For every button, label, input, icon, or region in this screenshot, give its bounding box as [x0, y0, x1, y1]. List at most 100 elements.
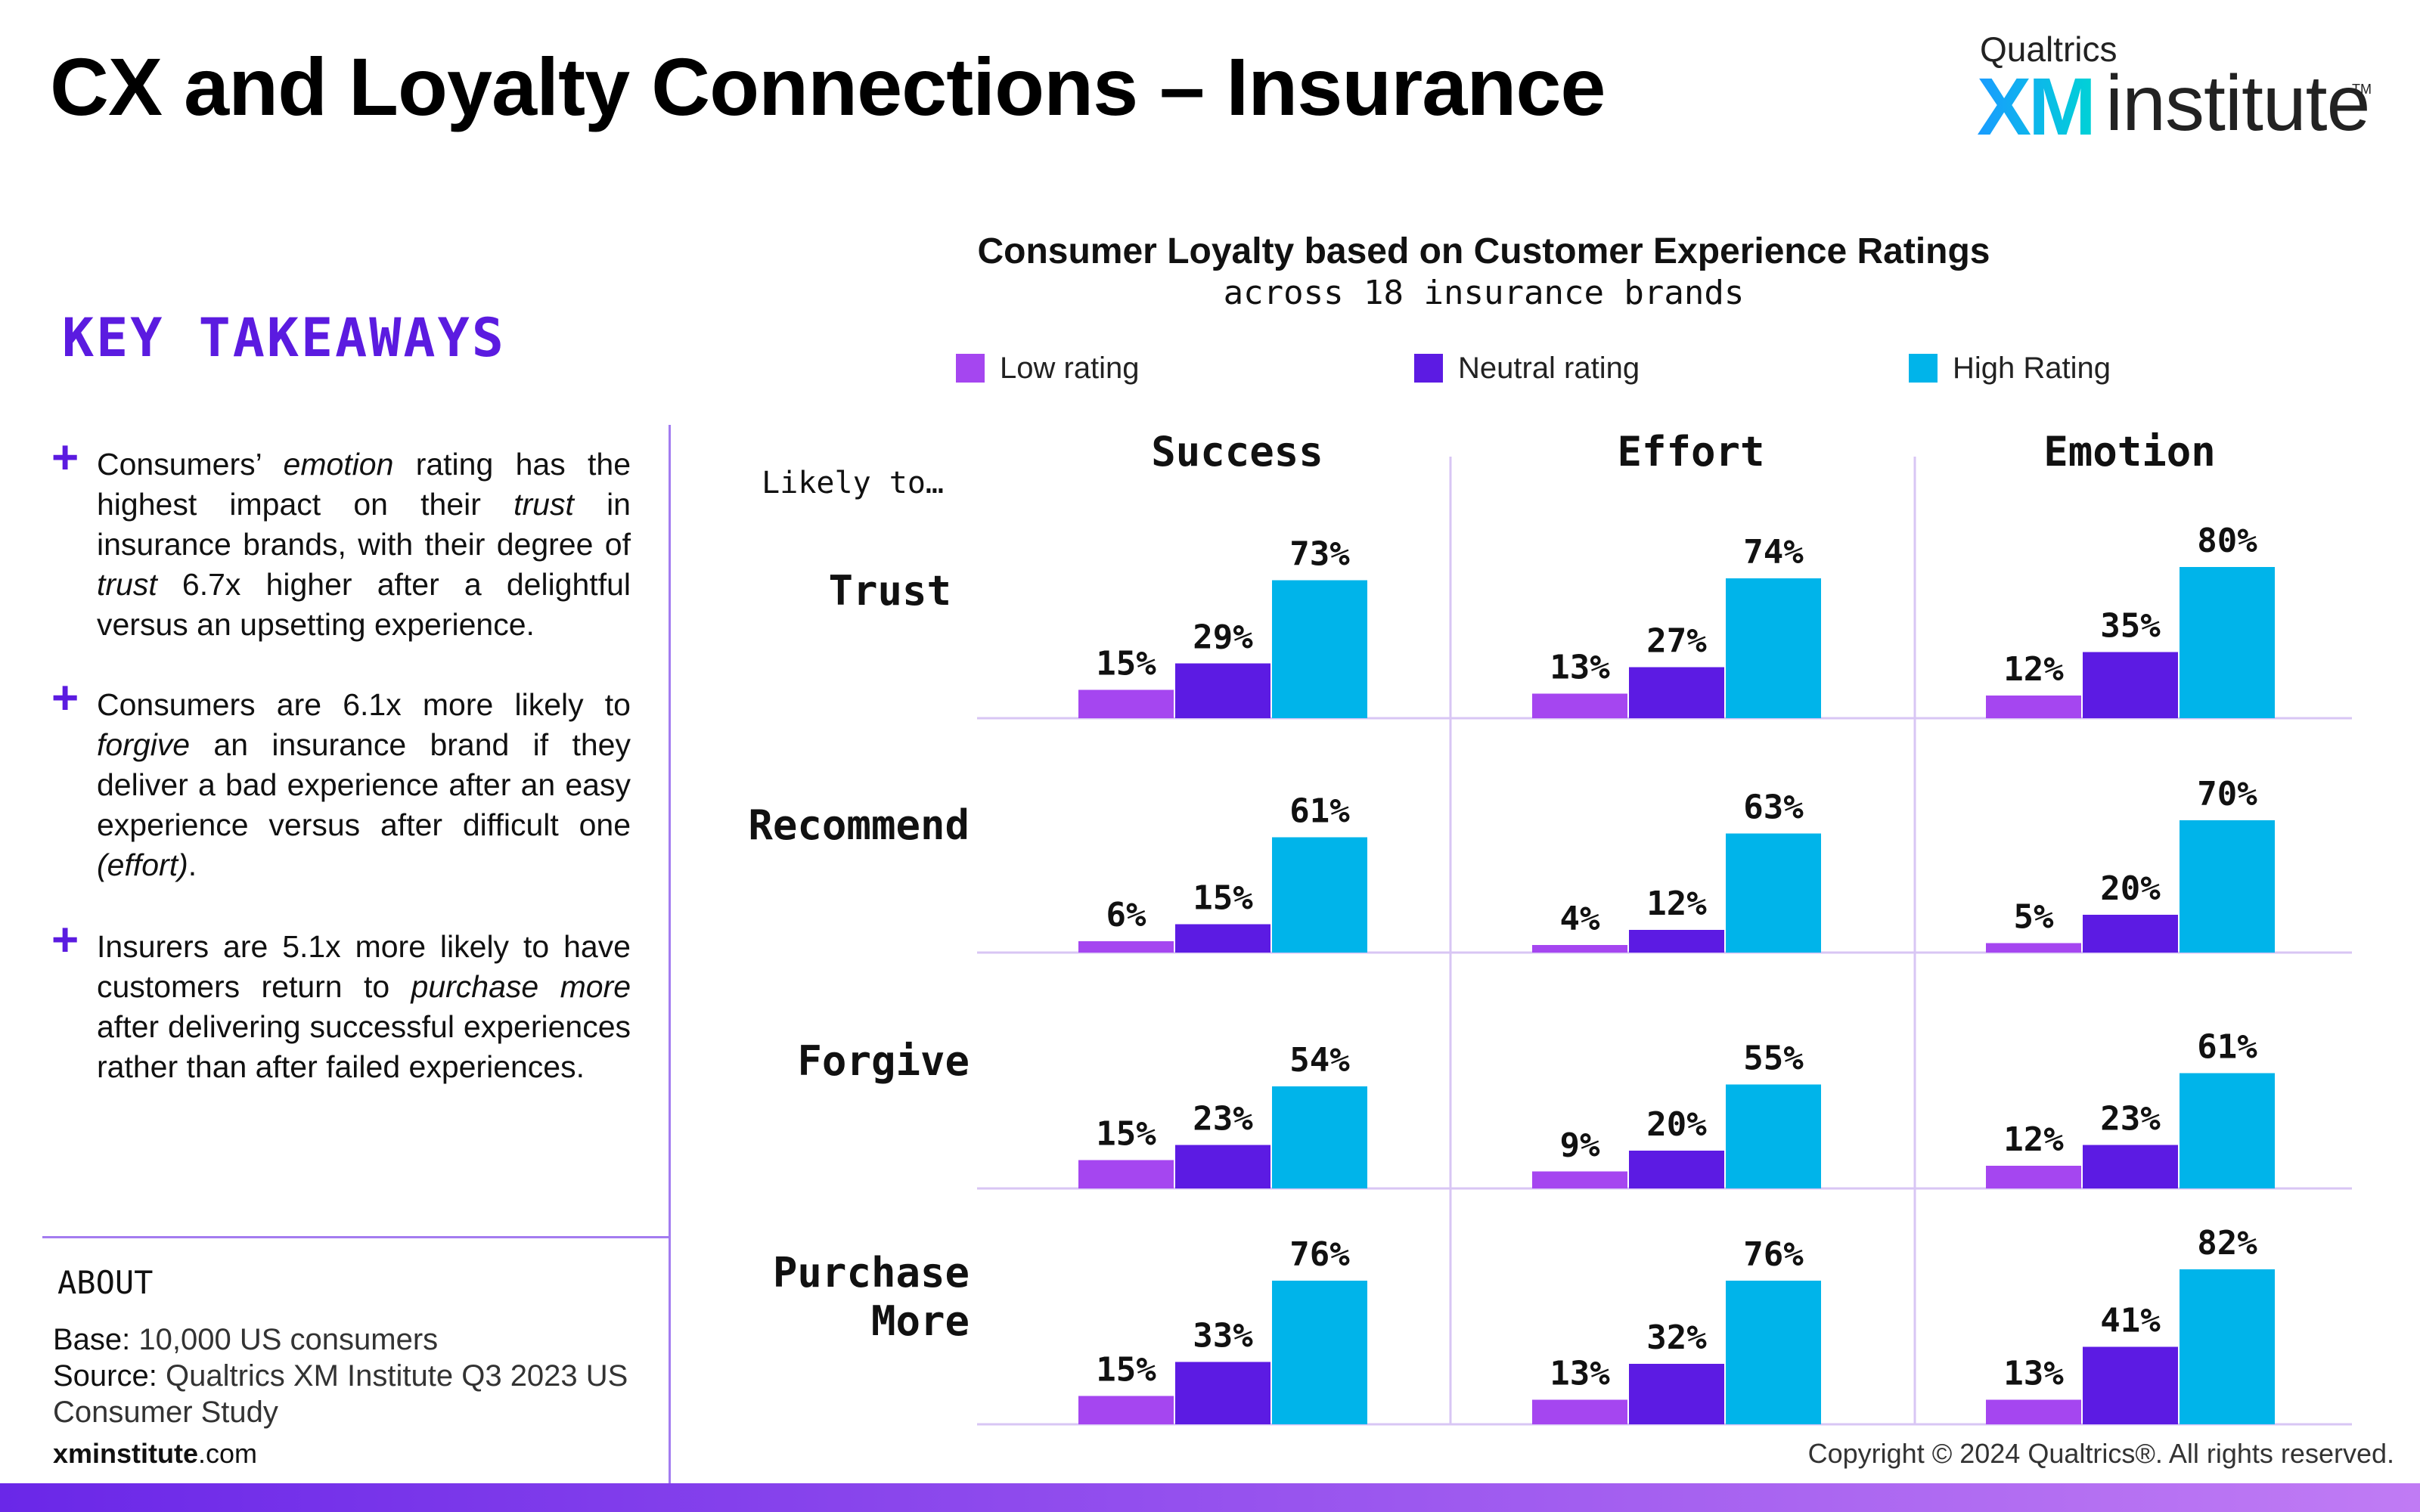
- bar-forgive-emotion-2: [2180, 1073, 2275, 1188]
- bar-purchase-more-emotion-1: [2083, 1346, 2178, 1424]
- row-label-0: Trust: [828, 567, 951, 615]
- bar-value-label: 76%: [1289, 1235, 1350, 1274]
- copyright-notice: Copyright © 2024 Qualtrics®. All rights …: [1807, 1438, 2394, 1469]
- bar-value-label: 27%: [1646, 622, 1707, 661]
- bar-purchase-more-emotion-2: [2180, 1269, 2275, 1424]
- column-header-emotion: Emotion: [2043, 428, 2216, 476]
- takeaway-fragment: Insurers are 5.1x more likely to have cu…: [97, 929, 631, 1004]
- about-heading: ABOUT: [57, 1264, 154, 1301]
- bar-value-label: 12%: [2003, 650, 2064, 689]
- takeaway-emphasis: trust: [513, 487, 574, 522]
- bar-trust-effort-1: [1629, 667, 1724, 718]
- bar-value-label: 15%: [1193, 879, 1253, 918]
- bar-value-label: 12%: [2003, 1120, 2064, 1159]
- bar-value-label: 61%: [1289, 792, 1350, 831]
- bar-forgive-effort-0: [1532, 1171, 1627, 1188]
- bar-value-label: 29%: [1193, 618, 1253, 657]
- plus-icon: +: [51, 432, 79, 484]
- bar-trust-success-0: [1078, 689, 1174, 718]
- takeaway-fragment: after delivering successful experiences …: [97, 1009, 631, 1084]
- logo-brand: Qualtrics: [1980, 29, 2118, 69]
- plus-icon: +: [51, 672, 79, 724]
- left-column-divider: [669, 425, 671, 1485]
- takeaway-emphasis: (effort): [97, 847, 188, 882]
- takeaway-emphasis: purchase more: [411, 969, 631, 1004]
- row-header: Likely to…: [762, 466, 944, 500]
- logo-institute: institute: [2105, 60, 2370, 147]
- bar-value-label: 5%: [2014, 898, 2054, 937]
- logo-trademark: TM: [2352, 82, 2372, 97]
- bar-purchase-more-effort-0: [1532, 1399, 1627, 1424]
- bar-trust-emotion-1: [2083, 652, 2178, 718]
- bar-purchase-more-emotion-0: [1986, 1399, 2081, 1424]
- takeaway-text: Consumers are 6.1x more likely to forgiv…: [97, 685, 631, 885]
- legend-swatch-2: [1909, 354, 1938, 383]
- about-base-label: Base:: [53, 1323, 131, 1356]
- bar-recommend-emotion-1: [2083, 915, 2178, 953]
- takeaway-fragment: Consumers are 6.1x more likely to: [97, 687, 631, 722]
- bar-forgive-effort-2: [1726, 1084, 1821, 1188]
- bar-value-label: 32%: [1646, 1318, 1707, 1357]
- footer-url-link[interactable]: xminstitute.com: [53, 1438, 257, 1470]
- chart-title: Consumer Loyalty based on Customer Exper…: [977, 231, 1990, 271]
- bar-forgive-success-1: [1175, 1145, 1270, 1188]
- bar-trust-success-1: [1175, 663, 1270, 718]
- takeaway-fragment: 6.7x higher after a delightful versus an…: [97, 567, 631, 642]
- takeaway-fragment: an insurance brand if they deliver a bad…: [97, 727, 631, 842]
- bar-forgive-emotion-1: [2083, 1145, 2178, 1188]
- bar-trust-emotion-2: [2180, 567, 2275, 718]
- column-header-effort: Effort: [1617, 428, 1764, 476]
- bar-value-label: 74%: [1743, 533, 1804, 572]
- takeaway-item: + Consumers are 6.1x more likely to forg…: [51, 672, 631, 885]
- about-source: Source: Qualtrics XM Institute Q3 2023 U…: [53, 1358, 643, 1430]
- row-label-2: Forgive: [797, 1037, 970, 1085]
- bar-value-label: 23%: [1193, 1100, 1253, 1139]
- legend-label: Low rating: [1000, 352, 1140, 385]
- bar-value-label: 9%: [1560, 1126, 1600, 1165]
- takeaway-text: Consumers’ emotion rating has the highes…: [97, 445, 631, 645]
- bar-recommend-emotion-2: [2180, 820, 2275, 953]
- bar-value-label: 15%: [1096, 645, 1156, 683]
- bar-value-label: 33%: [1193, 1317, 1253, 1356]
- bar-purchase-more-effort-1: [1629, 1364, 1724, 1424]
- about-base: Base: 10,000 US consumers: [53, 1321, 438, 1358]
- bar-value-label: 41%: [2100, 1302, 2161, 1340]
- bar-forgive-success-0: [1078, 1160, 1174, 1188]
- bar-purchase-more-success-2: [1272, 1281, 1367, 1424]
- bar-recommend-effort-2: [1726, 833, 1821, 953]
- bar-value-label: 13%: [1550, 1355, 1610, 1393]
- bar-value-label: 54%: [1289, 1041, 1350, 1080]
- takeaway-fragment: Consumers’: [97, 447, 284, 482]
- page-title: CX and Loyalty Connections – Insurance: [50, 41, 1606, 132]
- bar-recommend-effort-0: [1532, 945, 1627, 953]
- bar-recommend-effort-1: [1629, 930, 1724, 953]
- footer-url-rest: .com: [198, 1438, 258, 1469]
- legend-swatch-1: [1414, 354, 1443, 383]
- bar-value-label: 15%: [1096, 1351, 1156, 1390]
- legend-swatch-0: [956, 354, 985, 383]
- bar-forgive-success-2: [1272, 1086, 1367, 1188]
- bar-purchase-more-effort-2: [1726, 1281, 1821, 1424]
- key-takeaways-heading: KEY TAKEAWAYS: [62, 307, 506, 369]
- bar-value-label: 55%: [1743, 1040, 1804, 1078]
- bar-recommend-success-2: [1272, 837, 1367, 953]
- bar-recommend-success-1: [1175, 924, 1270, 953]
- legend-label: High Rating: [1953, 352, 2111, 385]
- bar-forgive-emotion-0: [1986, 1166, 2081, 1188]
- bar-value-label: 63%: [1743, 789, 1804, 827]
- takeaway-item: + Consumers’ emotion rating has the high…: [51, 432, 631, 645]
- bar-value-label: 73%: [1289, 535, 1350, 574]
- bar-trust-effort-2: [1726, 578, 1821, 718]
- bar-value-label: 20%: [1646, 1105, 1707, 1144]
- row-label-1: Recommend: [748, 801, 970, 849]
- takeaway-fragment: rating has the highest impact on their: [97, 447, 631, 522]
- bar-value-label: 23%: [2100, 1100, 2161, 1139]
- takeaway-text: Insurers are 5.1x more likely to have cu…: [97, 927, 631, 1087]
- about-divider: [42, 1236, 670, 1238]
- bar-forgive-effort-1: [1629, 1151, 1724, 1188]
- plus-icon: +: [51, 914, 79, 966]
- takeaway-emphasis: trust: [97, 567, 157, 602]
- bar-value-label: 20%: [2100, 869, 2161, 908]
- bar-purchase-more-success-1: [1175, 1362, 1270, 1424]
